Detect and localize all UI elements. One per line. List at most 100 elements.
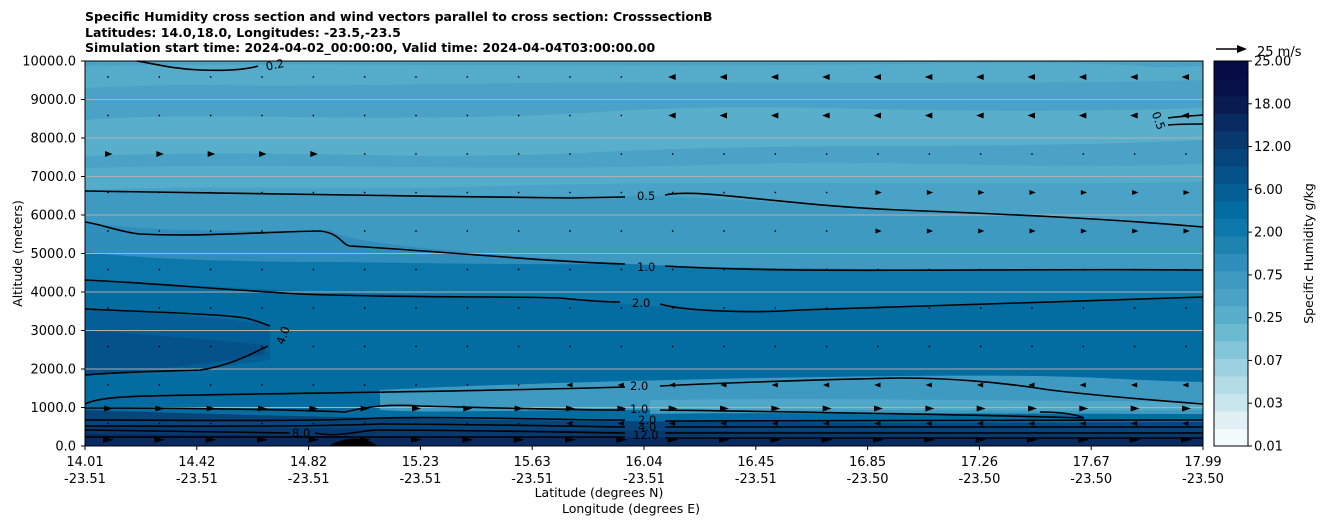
quiver-key-label: 25 m/s <box>1257 45 1302 60</box>
wind-vector-1-18 <box>1027 112 1035 119</box>
wind-vector-6-3 <box>261 307 263 309</box>
contour-label-0: 0.2 <box>265 56 286 73</box>
wind-vector-4-18 <box>1029 228 1036 234</box>
wind-vector-low-2 <box>206 405 216 412</box>
wind-vector-low-13 <box>771 405 781 412</box>
wind-vector-low-19 <box>1079 405 1089 412</box>
wind-vector-8-2 <box>209 384 212 386</box>
wind-vector-9-16 <box>925 421 932 426</box>
wind-vector-1-14 <box>822 112 830 119</box>
wind-vector-4-7 <box>466 230 469 232</box>
y-tick-label-1: 1000.0 <box>31 401 77 416</box>
wind-vector-6-7 <box>466 307 469 309</box>
wind-vector-6-2 <box>209 307 212 309</box>
wind-vector-5-5 <box>363 268 366 271</box>
wind-vector-3-4 <box>312 191 315 194</box>
x-tick-lat-10: 17.99 <box>1184 455 1221 470</box>
colorbar-band-4 <box>1214 358 1248 377</box>
wind-vector-4-3 <box>261 230 263 232</box>
wind-vector-5-13 <box>774 268 777 271</box>
wind-vector-5-9 <box>569 268 571 271</box>
x-tick-lat-8: 17.26 <box>961 455 998 470</box>
wind-vector-3-12 <box>723 191 725 194</box>
wind-vector-8-0 <box>107 384 109 386</box>
wind-vector-9-6 <box>415 422 417 425</box>
wind-vector-2-14 <box>825 153 828 155</box>
wind-vector-9-19 <box>1079 421 1086 426</box>
wind-vector-5-10 <box>620 268 623 271</box>
humidity-band-upper-light <box>85 107 1203 156</box>
wind-vector-2-2 <box>207 151 216 157</box>
wind-vector-4-21 <box>1183 228 1190 234</box>
x-axis-label-lon: Longitude (degrees E) <box>562 501 700 516</box>
wind-vector-2-21 <box>1185 153 1187 155</box>
wind-vector-low-5 <box>360 405 370 412</box>
colorbar-band-15 <box>1214 166 1248 184</box>
wind-vector-4-10 <box>620 230 623 232</box>
wind-vector-4-11 <box>671 230 674 232</box>
wind-vector-8-13 <box>771 382 778 388</box>
wind-vector-3-9 <box>569 191 571 194</box>
wind-vector-4-14 <box>825 230 828 232</box>
wind-vector-6-8 <box>517 307 520 309</box>
contour-label-8: 2.0 <box>638 413 656 427</box>
wind-vector-1-16 <box>924 112 933 119</box>
y-tick-label-6: 6000.0 <box>31 209 77 224</box>
wind-vector-3-14 <box>825 191 828 194</box>
x-tick-lon-5: -23.51 <box>623 472 665 487</box>
wind-vector-4-17 <box>978 228 985 234</box>
humidity-band-2.0 <box>85 330 265 375</box>
wind-vector-6-16 <box>928 307 931 309</box>
wind-vector-6-21 <box>1185 307 1187 309</box>
colorbar-tick-label-2: 0.07 <box>1254 354 1283 369</box>
wind-vector-2-6 <box>415 153 417 155</box>
x-tick-lon-1: -23.51 <box>176 472 218 487</box>
contour-label-6: 2.0 <box>630 379 648 393</box>
wind-vector-8-14 <box>822 382 830 388</box>
wind-vector-4-13 <box>774 230 777 232</box>
wind-vector-8-9 <box>566 382 573 388</box>
wind-vector-8-8 <box>517 384 520 386</box>
y-tick-label-3: 3000.0 <box>31 324 77 339</box>
y-tick-label-4: 4000.0 <box>31 286 77 301</box>
wind-vector-6-6 <box>415 307 417 309</box>
y-tick-label-0: 0.0 <box>55 440 76 455</box>
wind-vector-low-12 <box>720 405 729 412</box>
wind-vector-1-6 <box>415 114 417 117</box>
wind-vector-3-10 <box>620 191 623 194</box>
wind-vector-2-16 <box>928 153 931 155</box>
wind-vector-surface-12 <box>719 436 730 443</box>
contour-label-7: 1.0 <box>630 402 648 416</box>
wind-vector-1-1 <box>158 114 161 117</box>
contour-1.0 <box>84 221 1204 272</box>
wind-vector-8-21 <box>1182 382 1189 388</box>
wind-vector-low-3 <box>258 405 267 412</box>
x-axis-label-lat: Latitude (degrees N) <box>535 485 664 500</box>
colorbar-tick-label-7: 12.00 <box>1254 140 1291 155</box>
wind-vector-1-10 <box>620 114 623 117</box>
contour-label-10: 8.0 <box>292 426 310 440</box>
contour-4.0-a <box>84 308 271 327</box>
wind-vector-6-19 <box>1082 307 1085 309</box>
wind-vector-1-9 <box>569 114 571 117</box>
x-tick-lon-0: -23.51 <box>64 472 106 487</box>
wind-vector-2-20 <box>1133 153 1136 155</box>
wind-vector-surface-2 <box>205 436 217 443</box>
wind-vector-3-17 <box>978 190 985 195</box>
wind-vector-9-9 <box>566 421 573 426</box>
contour-label-2: 0.5 <box>637 189 655 203</box>
wind-vector-3-8 <box>517 191 520 194</box>
wind-vector-surface-8 <box>513 436 525 443</box>
wind-vector-8-15 <box>874 382 881 388</box>
wind-vector-1-3 <box>261 114 263 117</box>
wind-vector-7-12 <box>723 345 725 348</box>
wind-vector-9-20 <box>1130 421 1138 426</box>
contour-2.0-upper <box>84 279 1204 313</box>
wind-vector-0-4 <box>312 76 315 78</box>
wind-vector-low-7 <box>463 405 473 412</box>
colorbar-band-19 <box>1214 96 1248 114</box>
wind-vector-5-14 <box>825 268 828 271</box>
wind-vector-9-13 <box>771 421 778 426</box>
x-tick-lat-7: 16.85 <box>849 455 886 470</box>
y-tick-label-2: 2000.0 <box>31 363 77 378</box>
